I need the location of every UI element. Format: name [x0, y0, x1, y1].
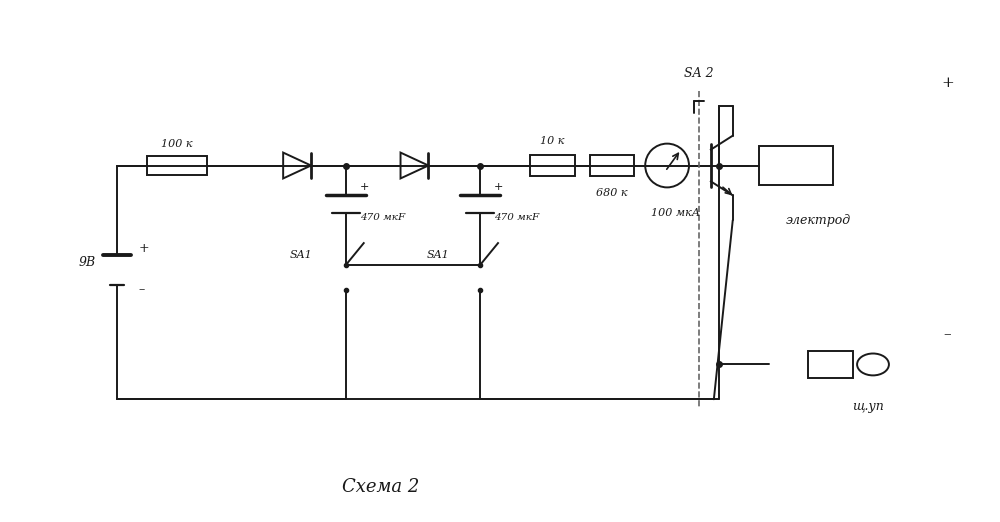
Text: щ.уп: щ.уп — [852, 400, 884, 413]
Bar — [147, 156, 207, 175]
Text: –: – — [139, 283, 145, 296]
Text: +: + — [360, 182, 369, 193]
Bar — [590, 155, 634, 176]
Text: 470 мкF: 470 мкF — [360, 213, 405, 222]
Bar — [530, 155, 575, 176]
Text: электрод: электрод — [786, 213, 851, 227]
Bar — [808, 350, 853, 378]
Bar — [759, 146, 833, 185]
Text: 9В: 9В — [79, 256, 96, 269]
Text: Схема 2: Схема 2 — [342, 478, 419, 496]
Text: 470 мкF: 470 мкF — [494, 213, 539, 222]
Text: 100 мкА: 100 мкА — [651, 208, 700, 218]
Text: SA1: SA1 — [427, 250, 450, 260]
Text: +: + — [494, 182, 503, 193]
Text: 100 к: 100 к — [161, 139, 192, 149]
Text: –: – — [944, 328, 951, 341]
Text: SA1: SA1 — [290, 250, 312, 260]
Text: 680 к: 680 к — [596, 188, 627, 198]
Text: +: + — [941, 76, 954, 90]
Text: +: + — [139, 242, 150, 255]
Text: SA 2: SA 2 — [684, 66, 714, 79]
Text: 10 к: 10 к — [540, 136, 564, 146]
